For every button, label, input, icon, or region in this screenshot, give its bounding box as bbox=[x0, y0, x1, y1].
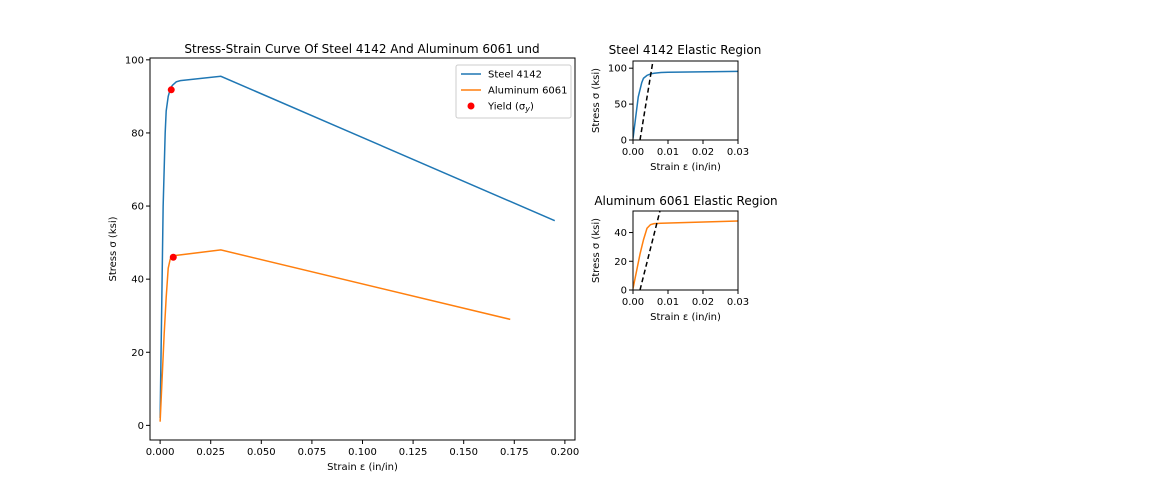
y-axis-label: Stress σ (ksi) bbox=[108, 216, 119, 281]
legend-label-main: Aluminum 6061 bbox=[488, 86, 568, 97]
series-line-aluminum-6061 bbox=[159, 249, 511, 422]
x-tick-label: 0.025 bbox=[196, 447, 225, 458]
x-tick-label: 0.150 bbox=[449, 447, 478, 458]
x-tick-label: 0.000 bbox=[146, 447, 175, 458]
x-tick-label: 0.02 bbox=[692, 147, 714, 158]
axes-frame bbox=[632, 210, 739, 291]
chart-title: Steel 4142 Elastic Region bbox=[609, 43, 762, 57]
y-tick-label: 100 bbox=[608, 64, 627, 75]
legend-label: Aluminum 6061 bbox=[488, 86, 568, 97]
x-axis-label: Strain ε (in/in) bbox=[650, 162, 721, 173]
legend-label: Steel 4142 bbox=[488, 70, 542, 81]
x-tick-label: 0.00 bbox=[622, 147, 644, 158]
y-tick-label: 40 bbox=[614, 228, 627, 239]
y-tick-label: 20 bbox=[614, 257, 627, 268]
x-tick-label: 0.075 bbox=[298, 447, 327, 458]
chart-aluminum-inset: 0.00 0.01 0.02 0.03 0 20 40 Aluminum 6061 Elast… bbox=[591, 194, 778, 323]
x-tick-label: 0.00 bbox=[622, 297, 644, 308]
series-line-steel-4142 bbox=[633, 70, 738, 139]
y-tick-label: 0 bbox=[138, 421, 144, 432]
y-tick-label: 80 bbox=[131, 128, 144, 139]
y-tick-label: 100 bbox=[125, 55, 144, 66]
legend-swatch-point bbox=[467, 102, 475, 110]
yield-point-1 bbox=[169, 253, 177, 261]
chart-title: Stress-Strain Curve Of Steel 4142 And Al… bbox=[184, 42, 539, 56]
x-tick-label: 0.200 bbox=[551, 447, 580, 458]
series-line-aluminum-6061 bbox=[633, 220, 738, 289]
y-tick-label: 40 bbox=[131, 275, 144, 286]
axes-frame bbox=[632, 60, 739, 141]
series-line-steel-4142 bbox=[159, 75, 556, 419]
x-axis-label: Strain ε (in/in) bbox=[650, 312, 721, 323]
y-axis-label: Stress σ (ksi) bbox=[591, 68, 602, 133]
x-axis-label: Strain ε (in/in) bbox=[327, 462, 398, 473]
y-tick-label: 0 bbox=[621, 136, 627, 147]
legend-label: Yield (σy) bbox=[487, 102, 534, 114]
x-tick-label: 0.175 bbox=[500, 447, 529, 458]
x-tick-label: 0.01 bbox=[657, 297, 679, 308]
x-tick-label: 0.03 bbox=[727, 147, 749, 158]
x-tick-label: 0.01 bbox=[657, 147, 679, 158]
legend-label-main: Steel 4142 bbox=[488, 70, 542, 81]
y-tick-label: 50 bbox=[614, 100, 627, 111]
yield-point-0 bbox=[167, 86, 175, 94]
x-tick-label: 0.03 bbox=[727, 297, 749, 308]
legend-box bbox=[455, 64, 572, 119]
x-tick-label: 0.02 bbox=[692, 297, 714, 308]
x-tick-label: 0.100 bbox=[348, 447, 377, 458]
chart-main: 0.000 0.025 0.050 0.075 0.100 0.125 0.150 0.175… bbox=[108, 42, 579, 473]
x-tick-label: 0.125 bbox=[399, 447, 428, 458]
x-tick-label: 0.050 bbox=[247, 447, 276, 458]
y-axis-label: Stress σ (ksi) bbox=[591, 218, 602, 283]
modulus-dashed-line bbox=[639, 61, 654, 140]
y-tick-label: 20 bbox=[131, 348, 144, 359]
chart-title: Aluminum 6061 Elastic Region bbox=[594, 194, 777, 208]
y-tick-label: 60 bbox=[131, 202, 144, 213]
modulus-dashed-line bbox=[639, 211, 661, 290]
y-tick-label: 0 bbox=[621, 286, 627, 297]
chart-steel-inset: 0.00 0.01 0.02 0.03 0 50 100 Steel 4142 Elastic… bbox=[591, 43, 761, 173]
legend-label-sub: y bbox=[524, 105, 530, 114]
legend-label-main: Yield (σ bbox=[487, 102, 526, 113]
legend: Steel 4142 Aluminum 6061 Yield (σy) bbox=[455, 64, 572, 119]
legend-label-suffix: ) bbox=[530, 102, 534, 113]
